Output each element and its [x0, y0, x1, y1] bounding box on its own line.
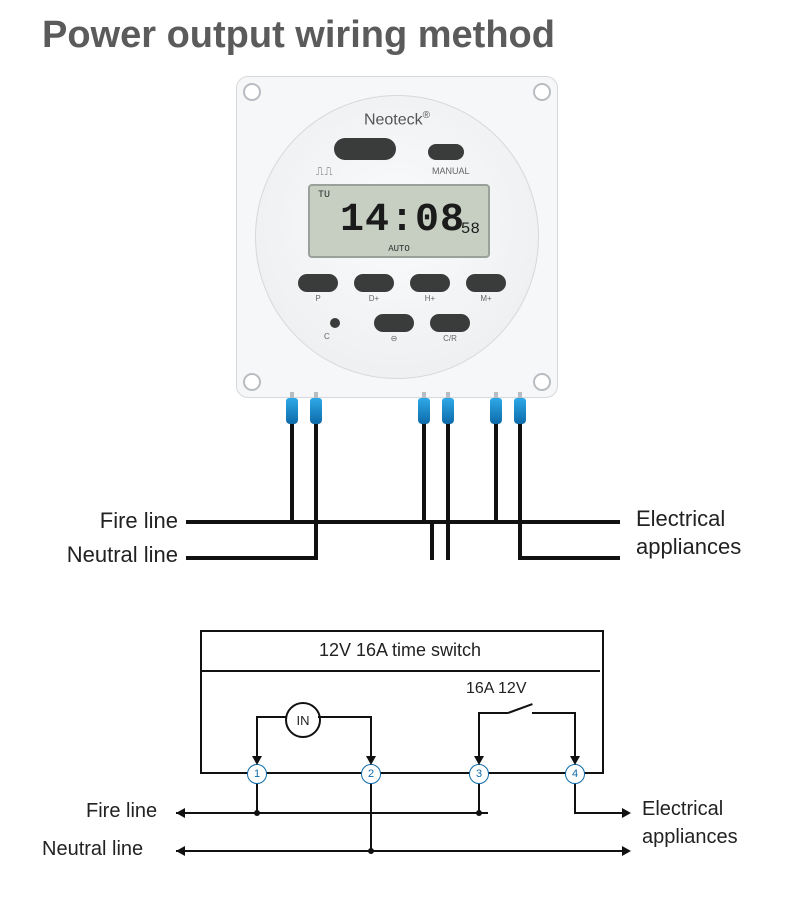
- mount-hole-icon: [533, 83, 551, 101]
- terminal-2: 2: [361, 764, 381, 784]
- cr-button[interactable]: C/R: [430, 314, 470, 332]
- h-plus-label: H+: [410, 294, 450, 303]
- p-label: P: [298, 294, 338, 303]
- schem-line: [318, 716, 372, 718]
- p-button[interactable]: P: [298, 274, 338, 292]
- lcd-mode: AUTO: [310, 244, 488, 254]
- cr-label: C/R: [430, 334, 470, 343]
- timer-device: Neoteck® ⎍⎍ MANUAL TU 14:08 58 AUTO P D+…: [236, 76, 558, 398]
- schem-line: [370, 850, 624, 852]
- brand-suffix: ®: [423, 110, 430, 121]
- c-button[interactable]: [330, 318, 340, 328]
- connector-wire: [422, 424, 426, 524]
- pulse-icon: ⎍⎍: [316, 166, 333, 179]
- appl-wire-1: [496, 520, 620, 524]
- connector-wire: [446, 424, 450, 560]
- schem-line: [478, 712, 508, 714]
- page-title: Power output wiring method: [42, 14, 555, 57]
- junction-dot-icon: [476, 810, 482, 816]
- terminal-1: 1: [247, 764, 267, 784]
- manual-button[interactable]: [428, 144, 464, 160]
- schem-line: [574, 812, 624, 814]
- minus-button[interactable]: ⊖: [374, 314, 414, 332]
- schematic-divider: [200, 670, 600, 672]
- appliances-label-2: appliances: [636, 534, 741, 560]
- minus-label: ⊖: [374, 334, 414, 343]
- lcd-sec: 58: [461, 220, 480, 238]
- connector-wire: [314, 424, 318, 560]
- fire-wire: [186, 520, 434, 524]
- arrow-right-icon: [622, 808, 631, 818]
- d-plus-button[interactable]: D+: [354, 274, 394, 292]
- schem-appl-label-2: appliances: [642, 826, 738, 849]
- schem-line: [574, 712, 576, 760]
- mount-hole-icon: [243, 83, 261, 101]
- lcd-screen: TU 14:08 58 AUTO: [308, 184, 490, 258]
- appliances-label-1: Electrical: [636, 506, 725, 532]
- connector-wire: [494, 424, 498, 524]
- arrow-down-icon: [252, 756, 262, 765]
- mount-hole-icon: [533, 373, 551, 391]
- schem-fire-label: Fire line: [86, 800, 157, 823]
- schem-neutral-wire: [176, 850, 380, 852]
- mount-hole-icon: [243, 373, 261, 391]
- junction-dot-icon: [254, 810, 260, 816]
- schematic-title: 12V 16A time switch: [200, 640, 600, 661]
- m-plus-button[interactable]: M+: [466, 274, 506, 292]
- switch-rating-label: 16A 12V: [466, 680, 527, 698]
- terminal-4: 4: [565, 764, 585, 784]
- schem-line: [256, 716, 286, 718]
- arrow-down-icon: [366, 756, 376, 765]
- schem-line: [532, 712, 574, 714]
- appl-wire-2: [520, 556, 620, 560]
- connector-wire: [290, 424, 294, 524]
- schem-appl-label-1: Electrical: [642, 798, 723, 821]
- lcd-day: TU: [318, 190, 330, 201]
- schem-neutral-label: Neutral line: [42, 838, 143, 861]
- arrow-right-icon: [622, 846, 631, 856]
- lcd-time: 14:08: [340, 198, 465, 243]
- mode-button[interactable]: [334, 138, 396, 160]
- fire-line-label: Fire line: [0, 508, 178, 534]
- manual-label: MANUAL: [432, 166, 470, 176]
- arrow-down-icon: [474, 756, 484, 765]
- m-plus-label: M+: [466, 294, 506, 303]
- arrow-left-icon: [176, 808, 185, 818]
- c-label: C: [324, 332, 330, 341]
- terminal-3: 3: [469, 764, 489, 784]
- schem-line: [478, 712, 480, 760]
- brand-text: Neoteck: [364, 111, 423, 128]
- arrow-left-icon: [176, 846, 185, 856]
- connector-wire: [518, 424, 522, 560]
- brand-label: Neoteck®: [256, 110, 538, 129]
- arrow-down-icon: [570, 756, 580, 765]
- schem-fire-wire: [176, 812, 488, 814]
- schem-line: [370, 716, 372, 760]
- h-plus-button[interactable]: H+: [410, 274, 450, 292]
- schem-line: [574, 784, 576, 814]
- in-symbol: IN: [285, 702, 321, 738]
- wire-v: [430, 520, 434, 560]
- d-plus-label: D+: [354, 294, 394, 303]
- neutral-wire: [186, 556, 318, 560]
- schem-line: [256, 716, 258, 760]
- neutral-line-label: Neutral line: [0, 542, 178, 568]
- schem-line: [370, 784, 372, 852]
- device-face: Neoteck® ⎍⎍ MANUAL TU 14:08 58 AUTO P D+…: [255, 95, 539, 379]
- switch-icon: [508, 712, 534, 714]
